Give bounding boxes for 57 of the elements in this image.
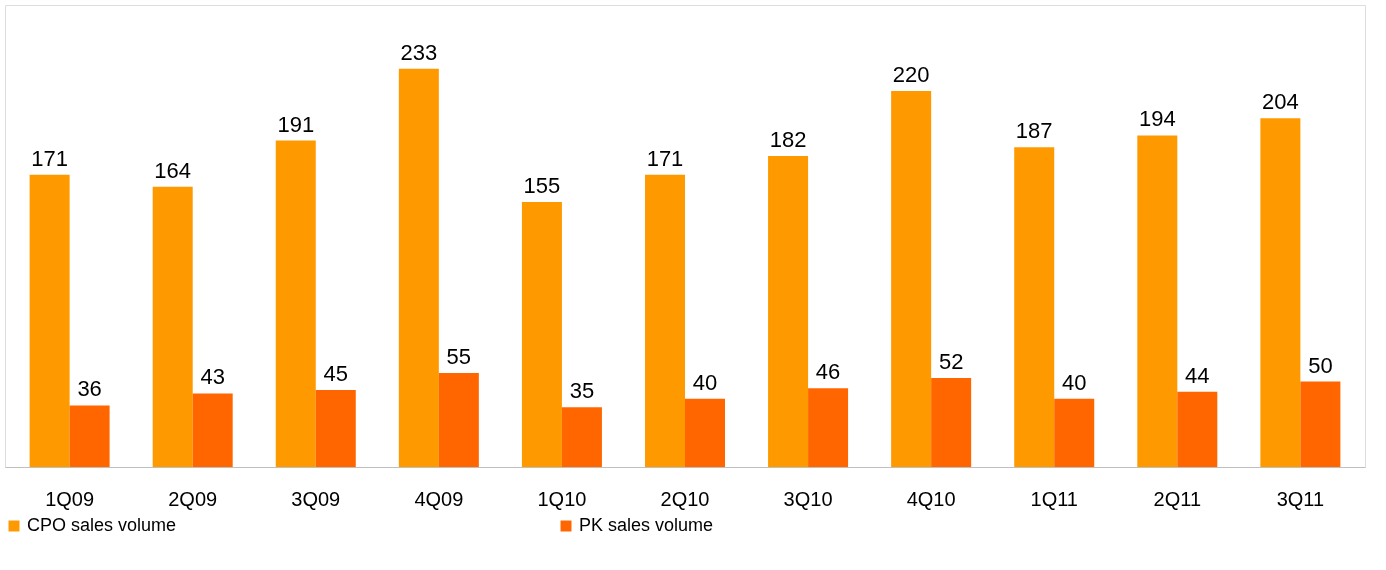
bar (398, 68, 439, 467)
bar (1260, 118, 1301, 467)
data-label: 164 (154, 157, 192, 183)
data-label: 36 (77, 376, 102, 402)
bar (275, 140, 316, 467)
data-label: 44 (1185, 362, 1210, 388)
bar (808, 388, 849, 467)
x-tick-label: 3Q10 (783, 487, 833, 510)
bar (645, 174, 685, 467)
data-label: 220 (892, 61, 930, 87)
data-label: 155 (523, 173, 561, 199)
data-label: 187 (1015, 118, 1053, 144)
bar (69, 405, 110, 467)
data-label: 40 (692, 369, 718, 395)
bar (521, 202, 562, 467)
bar (1177, 391, 1218, 467)
x-tick-label: 2Q11 (1153, 487, 1202, 510)
data-label: 43 (200, 364, 225, 390)
bar (685, 398, 725, 467)
x-tick-label: 1Q11 (1030, 487, 1078, 510)
data-label: 35 (569, 378, 595, 404)
data-label: 55 (446, 343, 472, 369)
x-tick-label: 2Q10 (660, 487, 710, 510)
data-label: 191 (277, 111, 315, 137)
bar (891, 90, 932, 467)
legend-label: PK sales volume (579, 515, 714, 535)
legend-label: CPO sales volume (27, 515, 177, 535)
data-label: 171 (31, 145, 68, 171)
bar (1300, 381, 1341, 467)
x-tick-label: 4Q09 (414, 487, 464, 510)
bar (768, 155, 809, 467)
data-label: 182 (769, 126, 807, 152)
bar (1014, 147, 1055, 467)
x-tick-label: 3Q09 (291, 487, 341, 510)
x-tick-label: 3Q11 (1276, 487, 1325, 510)
x-tick-label: 1Q10 (537, 487, 587, 510)
data-label: 40 (1061, 369, 1087, 395)
data-label: 204 (1262, 89, 1299, 115)
data-label: 46 (815, 359, 841, 385)
x-tick-label: 1Q09 (45, 487, 95, 510)
bar (1054, 398, 1095, 467)
bar (931, 378, 972, 467)
x-tick-label: 4Q10 (906, 487, 956, 510)
bar (561, 407, 602, 467)
bar (1137, 135, 1178, 467)
data-label: 50 (1308, 352, 1333, 378)
data-label: 233 (400, 39, 438, 65)
data-label: 52 (938, 349, 964, 375)
bar (315, 390, 356, 467)
data-label: 171 (646, 145, 684, 171)
data-label: 194 (1138, 106, 1176, 132)
bar (438, 372, 479, 467)
bar (29, 174, 70, 467)
bar (192, 393, 233, 467)
bar (152, 186, 193, 467)
data-label: 45 (323, 361, 349, 387)
x-tick-label: 2Q09 (168, 487, 218, 510)
